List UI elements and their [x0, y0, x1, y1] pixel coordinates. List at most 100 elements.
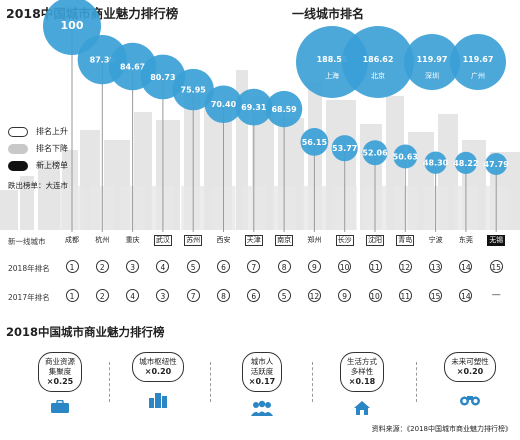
city-name: 东莞 — [458, 236, 473, 244]
section-title: 2018中国城市商业魅力排行榜 — [6, 325, 165, 339]
factor-weight: ×0.20 — [144, 367, 172, 376]
city-name-cell: 杭州 — [91, 235, 113, 245]
rank-2018: 8 — [277, 260, 291, 273]
score-label: 87.30 — [90, 56, 116, 65]
score-label: 53.77 — [332, 144, 357, 153]
city-name: 宁波 — [428, 236, 443, 244]
legend-up: 排名上升 — [8, 126, 68, 137]
factor-bubble: 生活方式 多样性 ×0.18 — [340, 352, 384, 392]
score-label: 48.22 — [453, 159, 478, 168]
city-name: 苏州 — [184, 235, 203, 246]
tier1-score: 119.97 — [417, 55, 448, 64]
score-bubble — [393, 144, 418, 169]
rank-2018: 14 — [459, 260, 473, 273]
rank-2017: 10 — [368, 289, 382, 302]
rank-2018: 15 — [489, 260, 503, 273]
legend-new: 新上榜单 — [8, 160, 68, 171]
legend-down-swatch — [8, 143, 28, 154]
factor-card: 未来可塑性 ×0.20 — [438, 352, 502, 406]
score-label: 75.95 — [181, 86, 207, 95]
city-name-cell: 成都 — [61, 235, 83, 245]
city-name-cell: 重庆 — [122, 235, 144, 245]
rank-2018: 13 — [429, 260, 443, 273]
rank-2017: 1 — [65, 289, 79, 302]
tier1-bubble — [342, 26, 414, 98]
city-name-cell: 武汉 — [152, 235, 174, 246]
city-name: 青岛 — [396, 235, 415, 246]
city-name: 武汉 — [153, 235, 172, 246]
factor-divider — [109, 362, 110, 402]
factor-name: 城市枢纽性 — [139, 357, 177, 366]
house-icon — [353, 400, 371, 418]
city-name-cell: 长沙 — [334, 235, 356, 246]
rank-2017: 6 — [247, 289, 261, 302]
city-name: 无锡 — [487, 235, 506, 246]
score-bubble — [362, 140, 388, 166]
factor-weight: ×0.20 — [456, 367, 484, 376]
legend-new-swatch — [8, 160, 28, 171]
row-label-cities: 新一线城市 — [8, 237, 46, 246]
rank-2018: 10 — [338, 260, 352, 273]
factor-weight: ×0.18 — [348, 377, 376, 386]
tier1-city: 深圳 — [425, 71, 439, 80]
rank-2018: 1 — [65, 260, 79, 273]
score-label: 84.67 — [120, 63, 145, 72]
city-name: 长沙 — [335, 235, 354, 246]
score-label: 48.30 — [423, 159, 449, 168]
legend-dropped-label: 跌出榜单： — [8, 181, 46, 190]
score-bubble — [172, 68, 214, 111]
tier1-title: 一线城市排名 — [292, 7, 365, 21]
factor-bubble: 城市人 活跃度 ×0.17 — [241, 352, 283, 392]
factor-weight: ×0.25 — [46, 377, 74, 386]
score-bubble — [265, 90, 303, 128]
city-name-cell: 宁波 — [425, 235, 447, 245]
score-label: 100 — [61, 19, 84, 32]
city-name-cell: 沈阳 — [364, 235, 386, 246]
factor-bubble: 城市枢纽性 ×0.20 — [132, 352, 184, 382]
factor-divider — [416, 362, 417, 402]
score-bubble — [204, 85, 243, 124]
rank-2018: 9 — [307, 260, 321, 273]
rank-2017: — — [491, 290, 501, 300]
rank-2017: 5 — [277, 289, 291, 302]
rank-2017: 15 — [429, 289, 443, 302]
tier1-bubble — [450, 34, 506, 90]
score-label: 56.15 — [302, 138, 328, 147]
rank-2018: 12 — [398, 260, 412, 273]
rank-2017: 7 — [186, 289, 200, 302]
rank-2018: 3 — [126, 260, 140, 273]
rank-2018: 6 — [217, 260, 230, 273]
city-name-cell: 郑州 — [303, 235, 325, 245]
rank-2017: 12 — [307, 289, 321, 302]
legend-dropped-city: 大连市 — [45, 181, 69, 190]
score-label: 50.63 — [393, 152, 418, 161]
score-label: 69.31 — [241, 103, 267, 112]
factor-bubble: 商业资源 集聚度 ×0.25 — [38, 352, 82, 392]
rank-2018: 4 — [156, 260, 170, 273]
rank-2018: 2 — [95, 260, 109, 273]
factor-name: 城市人 — [250, 357, 274, 366]
legend-down-label: 排名下降 — [36, 144, 68, 153]
row-label-2018: 2018年排名 — [8, 264, 50, 273]
legend-down: 排名下降 — [8, 143, 68, 154]
factor-name: 商业资源 — [45, 357, 75, 366]
factor-name-line2: 集聚度 — [48, 367, 72, 376]
ranking-chart: 188.55 上海 186.62 北京 119.97 深圳 119.67 广州 100 87.3… — [0, 0, 520, 232]
factor-divider — [312, 362, 313, 402]
score-bubble — [424, 151, 447, 174]
score-bubble — [331, 135, 358, 162]
score-label: 80.73 — [150, 73, 175, 82]
city-name-cell: 苏州 — [182, 235, 204, 246]
tier1-score: 119.67 — [463, 55, 494, 64]
rank-2017: 9 — [338, 289, 352, 302]
city-name: 南京 — [275, 235, 294, 246]
city-name-cell: 青岛 — [394, 235, 416, 246]
factor-name: 未来可塑性 — [451, 357, 489, 366]
city-name: 西安 — [216, 236, 231, 244]
rank-2017: 3 — [156, 289, 170, 302]
factor-name-line2: 活跃度 — [250, 367, 274, 376]
city-name: 杭州 — [95, 236, 110, 244]
tier1-bubble — [404, 34, 460, 90]
rank-2017: 11 — [398, 289, 412, 302]
